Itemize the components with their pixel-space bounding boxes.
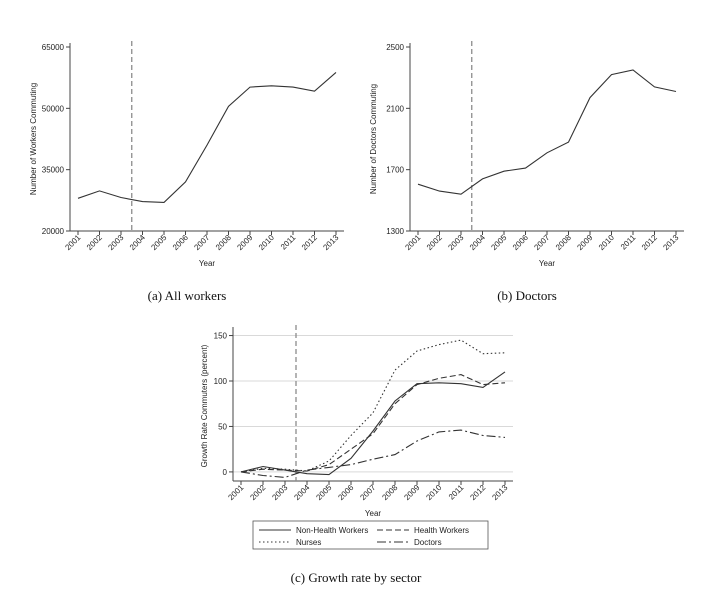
y-tick-label: 1300 [386, 227, 404, 236]
x-tick-label: 2010 [424, 483, 443, 502]
y-axis-label: Number of Workers Commuting [29, 83, 38, 195]
x-tick-label: 2013 [661, 233, 680, 252]
y-tick-label: 35000 [42, 166, 65, 175]
x-tick-label: 2009 [575, 233, 594, 252]
x-tick-label: 2012 [468, 483, 487, 502]
x-tick-label: 2001 [63, 233, 82, 252]
x-tick-label: 2010 [597, 233, 616, 252]
x-tick-label: 2008 [380, 483, 399, 502]
chart-panel-doctors: 1300 1700 2100 2500 2001 2002 2003 2004 2005 2006… [369, 41, 684, 268]
y-axis-label: Number of Doctors Commuting [369, 84, 378, 194]
x-tick-label: 2013 [490, 483, 509, 502]
series-line-doctors [240, 429, 506, 478]
x-tick-label: 2002 [85, 233, 104, 252]
x-tick-label: 2011 [447, 483, 466, 502]
x-tick-label: 2006 [171, 233, 190, 252]
x-tick-label: 2007 [192, 233, 211, 252]
series-line-main [417, 69, 677, 195]
legend-label: Non-Health Workers [296, 526, 368, 535]
x-tick-label: 2009 [235, 233, 254, 252]
legend-label: Health Workers [414, 526, 469, 535]
x-tick-label: 2013 [321, 233, 340, 252]
legend-label: Nurses [296, 538, 321, 547]
series-line-non-health-workers [240, 371, 506, 476]
x-tick-label: 2002 [425, 233, 444, 252]
x-tick-label: 2004 [292, 483, 311, 502]
y-tick-label: 150 [214, 332, 228, 341]
x-tick-label: 2007 [358, 483, 377, 502]
x-tick-label: 2003 [106, 233, 125, 252]
y-tick-label: 65000 [42, 43, 65, 52]
x-tick-label: 2005 [314, 483, 333, 502]
x-tick-label: 2006 [336, 483, 355, 502]
legend-label: Doctors [414, 538, 442, 547]
series-line-main [77, 71, 337, 203]
x-tick-label: 2005 [149, 233, 168, 252]
series-line-nurses [240, 339, 506, 473]
y-tick-label: 2100 [386, 104, 404, 113]
x-tick-label: 2003 [446, 233, 465, 252]
x-tick-label: 2010 [257, 233, 276, 252]
caption-c: (c) Growth rate by sector [291, 570, 422, 585]
x-axis-label: Year [199, 259, 216, 268]
series-line-health-workers [240, 374, 506, 473]
x-tick-label: 2005 [489, 233, 508, 252]
x-tick-label: 2011 [619, 233, 638, 252]
x-tick-label: 2003 [270, 483, 289, 502]
x-tick-label: 2012 [640, 233, 659, 252]
x-tick-label: 2004 [468, 233, 487, 252]
x-tick-label: 2006 [511, 233, 530, 252]
x-axis-label: Year [365, 509, 382, 518]
x-tick-label: 2004 [128, 233, 147, 252]
chart-panel-all-workers: 20000 35000 50000 65000 2001 2002 2003 2004 2005… [29, 41, 344, 268]
x-tick-label: 2001 [226, 483, 245, 502]
y-tick-label: 100 [214, 377, 228, 386]
y-tick-label: 0 [223, 468, 228, 477]
x-tick-label: 2008 [554, 233, 573, 252]
x-tick-label: 2001 [403, 233, 422, 252]
y-axis-label: Growth Rate Commuters (percent) [200, 344, 209, 467]
x-tick-label: 2012 [300, 233, 319, 252]
caption-b: (b) Doctors [497, 288, 557, 303]
x-tick-label: 2011 [279, 233, 298, 252]
y-tick-label: 50 [218, 422, 227, 431]
x-tick-label: 2008 [214, 233, 233, 252]
y-tick-label: 1700 [386, 166, 404, 175]
y-tick-label: 2500 [386, 43, 404, 52]
x-axis-label: Year [539, 259, 556, 268]
x-tick-label: 2002 [248, 483, 267, 502]
x-tick-label: 2007 [532, 233, 551, 252]
y-tick-label: 20000 [42, 227, 65, 236]
x-tick-label: 2009 [402, 483, 421, 502]
legend-box [252, 520, 489, 550]
y-tick-label: 50000 [42, 104, 65, 113]
caption-a: (a) All workers [148, 288, 227, 303]
